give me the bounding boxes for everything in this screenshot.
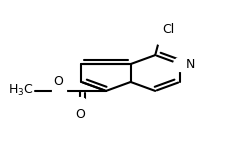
- Text: Cl: Cl: [162, 23, 174, 36]
- Text: O: O: [54, 75, 64, 88]
- Text: O: O: [75, 108, 85, 121]
- Text: H$_3$C: H$_3$C: [8, 83, 34, 98]
- Text: N: N: [186, 58, 195, 71]
